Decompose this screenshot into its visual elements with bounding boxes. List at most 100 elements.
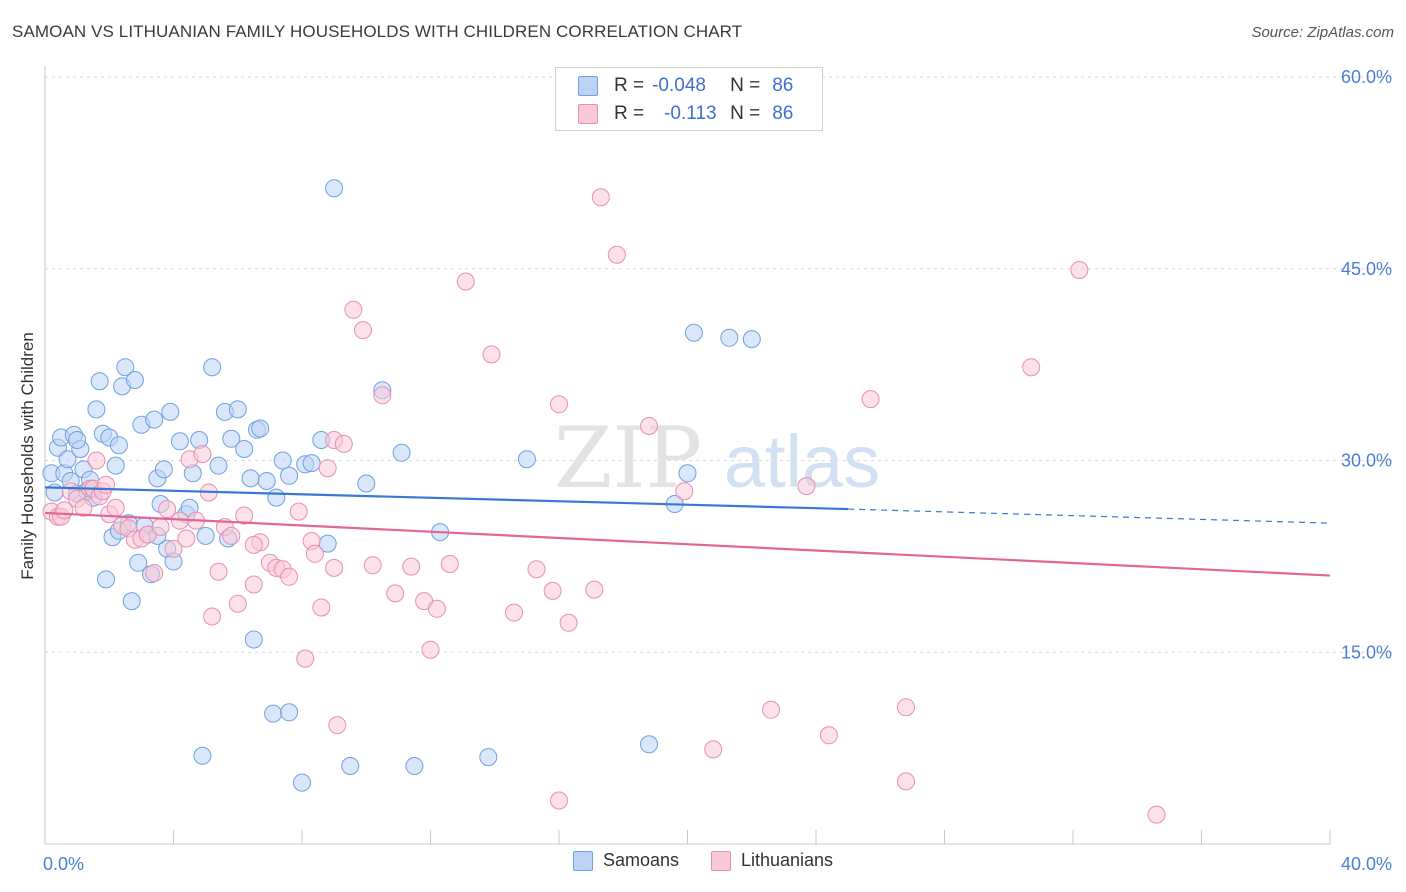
legend-r-value: -0.048 [652,75,706,96]
samoans-point [193,746,212,765]
samoans-point [405,757,424,775]
y-tick-label: 45.0% [1341,259,1392,279]
legend-item-lithuanians[interactable]: Lithuanians [710,850,834,871]
lithuanians-point [244,535,263,554]
lithuanians-point [334,434,353,453]
lithuanians-point [505,603,523,622]
lithuanians-point [386,584,405,603]
samoans-point [161,402,180,421]
lithuanians-point [305,544,324,563]
samoans-point [228,400,247,419]
lithuanians-point [363,556,382,575]
legend-r-value: -0.113 [664,103,717,124]
samoans-point [68,431,87,449]
samoans-point [720,328,739,347]
samoans-point [116,358,135,377]
lithuanians-point [402,557,421,576]
lithuanians-point [704,740,723,759]
samoans-point [273,451,292,470]
samoans-point [122,592,141,611]
lithuanians-point [97,475,115,494]
lithuanians-point [280,567,299,586]
lithuanians-point [209,562,228,581]
samoans-point [97,570,115,589]
samoans-point [325,179,344,198]
lithuanians-point [151,518,170,536]
legend-n-value: 86 [772,103,794,124]
lithuanians-point [527,560,546,579]
chart-title: SAMOAN VS LITHUANIAN FAMILY HOUSEHOLDS W… [12,22,743,41]
samoans-point [280,703,299,722]
lithuanians-point [318,459,337,478]
lithuanians-point [861,390,880,409]
samoans-point [257,472,276,490]
legend-r-label: R = [614,75,645,96]
lithuanians-point [607,245,626,264]
lithuanians-point [585,580,604,599]
y-tick-label: 15.0% [1341,642,1392,662]
legend-n-label: N = [730,103,761,124]
samoans-trend-extension [848,508,1331,524]
legend-swatch-samoans [578,76,598,96]
samoans-point [392,443,411,462]
samoans-point [170,432,189,451]
x-tick-label: 0.0% [43,854,84,874]
lithuanians-point [456,272,475,291]
samoans-point [517,450,536,469]
lithuanians-point [74,498,93,517]
legend-label-lithuanians: Lithuanians [740,850,834,870]
samoans-point [203,358,222,377]
lithuanians-point [106,498,125,517]
legend-item-samoans[interactable]: Samoans [572,850,679,871]
lithuanians-point [222,526,241,545]
lithuanians-point [421,640,440,659]
lithuanians-point [482,345,501,364]
samoans-point [640,735,658,754]
samoans-point [106,456,125,475]
samoans-point [341,757,360,775]
samoans-point [209,456,228,475]
legend-label-samoans: Samoans [602,850,679,870]
lithuanians-point [228,594,247,613]
samoans-point [241,469,260,488]
samoans-point [87,400,106,419]
axes [44,66,1331,845]
watermark: ZIP atlas [554,409,880,507]
lithuanians-trend-line [44,511,1331,577]
trend-lines [44,486,1331,577]
y-axis-title: Family Households with Children [18,332,37,580]
samoans-trend-line [44,486,849,511]
samoans-point [678,464,697,483]
samoans-point [90,372,109,391]
samoans-point [264,704,283,723]
lithuanians-point [193,445,212,464]
lithuanians-point [1147,805,1166,824]
lithuanians-point [897,698,915,717]
lithuanians-points [42,188,1166,824]
lithuanians-point [289,502,308,521]
source-credit: Source: ZipAtlas.com [1251,24,1394,41]
tick-labels: 15.0% 30.0% 45.0% 60.0% 0.0% 40.0% [43,67,1392,874]
lithuanians-point [235,506,254,525]
lithuanians-point [550,395,568,414]
legend-swatch-lithuanians [578,104,598,124]
samoans-point [125,371,144,389]
lithuanians-point [797,477,816,496]
samoans-point [267,488,286,507]
lithuanians-point [312,598,331,617]
samoans-point [145,410,164,429]
lithuanians-point [440,555,459,573]
samoans-point [109,436,128,455]
samoans-point [293,773,311,792]
lithuanians-point [203,607,222,626]
lithuanians-point [244,575,263,594]
lithuanians-point [177,529,196,548]
legend-row-lithuanians: R = -0.113 N = 86 [578,102,793,126]
lithuanians-point [354,321,372,340]
lithuanians-point [675,482,694,501]
series-legend: Samoans Lithuanians [0,850,1406,871]
correlation-legend: R = -0.048 N = 86 R = -0.113 N = 86 [555,67,823,131]
legend-swatch-lithuanians [710,850,731,871]
lithuanians-point [344,300,363,319]
